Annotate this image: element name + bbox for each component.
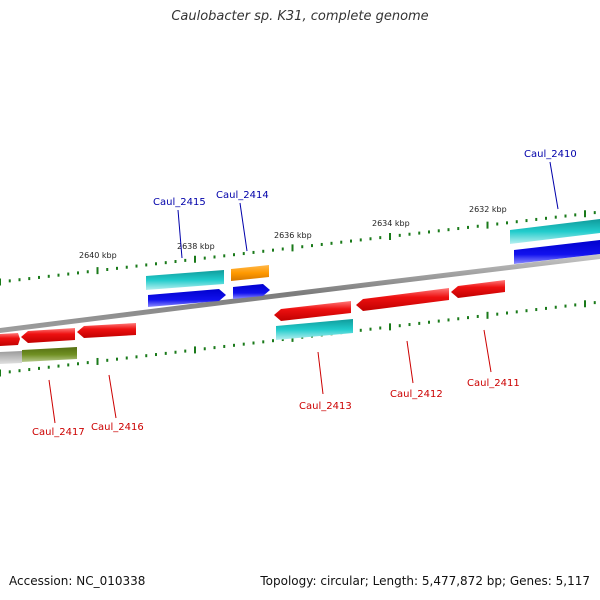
- accession-text: Accession: NC_010338: [9, 574, 146, 588]
- gene-feature[interactable]: [21, 328, 75, 343]
- label-leader: [483, 329, 492, 373]
- gene-label[interactable]: Caul_2412: [390, 389, 443, 400]
- gene-feature[interactable]: [510, 219, 600, 244]
- gene-label[interactable]: Caul_2411: [467, 378, 520, 389]
- kbp-label: 2634 kbp: [372, 219, 410, 228]
- label-leader: [108, 374, 117, 419]
- gene-label[interactable]: Caul_2417: [32, 427, 85, 438]
- kbp-label: 2640 kbp: [79, 251, 117, 260]
- label-leader: [48, 379, 56, 424]
- gene-label[interactable]: Caul_2414: [216, 190, 269, 201]
- gene-feature[interactable]: [0, 333, 20, 346]
- kbp-label: 2638 kbp: [177, 242, 215, 251]
- label-leader: [239, 202, 248, 252]
- kbp-label: 2632 kbp: [469, 205, 507, 214]
- kbp-label: 2636 kbp: [274, 231, 312, 240]
- gene-label[interactable]: Caul_2410: [524, 149, 577, 160]
- label-leader: [406, 340, 414, 384]
- gene-feature[interactable]: [451, 280, 505, 298]
- map-title: Caulobacter sp. K31, complete genome: [171, 9, 429, 24]
- gene-label[interactable]: Caul_2415: [153, 197, 206, 208]
- label-leader: [177, 209, 183, 259]
- tick-track-upper: [0, 210, 596, 286]
- gene-feature[interactable]: [231, 265, 269, 281]
- gene-feature[interactable]: [22, 347, 77, 362]
- label-leader: [317, 351, 324, 395]
- gene-label[interactable]: Caul_2416: [91, 422, 144, 433]
- genome-backbone: [0, 254, 600, 333]
- gene-feature[interactable]: [146, 270, 224, 290]
- gene-feature[interactable]: [233, 284, 270, 299]
- gene-feature[interactable]: [148, 289, 226, 307]
- gene-feature[interactable]: [276, 319, 353, 340]
- gene-feature[interactable]: [77, 323, 136, 338]
- gene-feature[interactable]: [0, 351, 22, 364]
- gene-feature[interactable]: [514, 240, 600, 264]
- gene-feature[interactable]: [356, 288, 449, 311]
- label-leader: [549, 161, 559, 210]
- genome-summary-text: Topology: circular; Length: 5,477,872 bp…: [260, 574, 590, 588]
- gene-feature[interactable]: [274, 301, 351, 321]
- gene-label[interactable]: Caul_2413: [299, 401, 352, 412]
